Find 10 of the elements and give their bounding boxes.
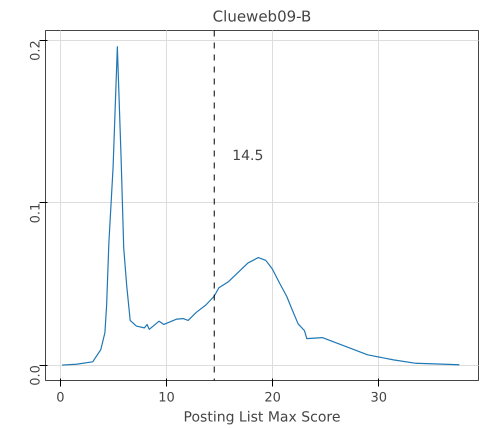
x-axis-title: Posting List Max Score [184,410,340,426]
y-tick-label: 0.1 [28,202,44,224]
x-tick-label: 0 [56,390,65,406]
y-tick-label: 0.0 [28,365,44,386]
x-tick-label: 10 [158,390,175,406]
x-tick-label: 30 [370,390,388,406]
y-tick-label: 0.2 [28,40,44,61]
chart-title: Clueweb09-B [212,8,312,26]
x-tick-label: 20 [264,390,281,406]
ref-line-label: 14.5 [232,148,264,164]
